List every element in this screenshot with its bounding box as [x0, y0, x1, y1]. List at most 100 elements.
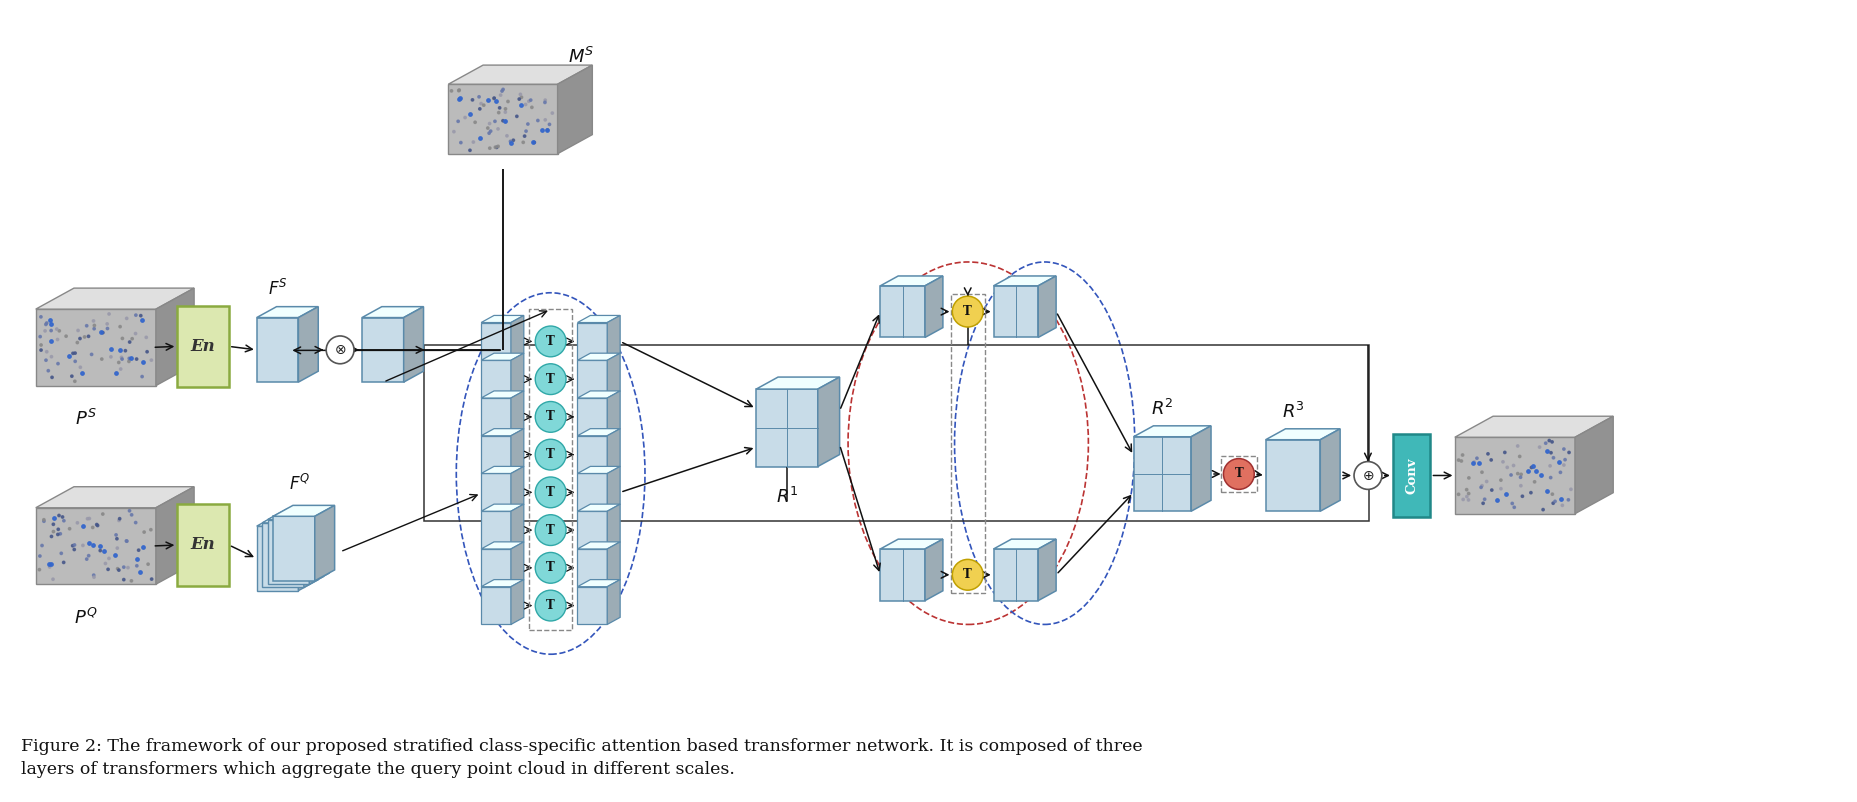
Polygon shape [817, 377, 839, 467]
Polygon shape [880, 539, 943, 549]
Point [54, 522, 84, 535]
Point [520, 136, 550, 149]
Point [134, 557, 163, 570]
Text: $M^S$: $M^S$ [568, 47, 594, 67]
Point [102, 529, 132, 541]
Circle shape [535, 402, 566, 432]
Polygon shape [607, 580, 620, 625]
Point [1521, 464, 1551, 477]
Circle shape [953, 296, 982, 327]
Point [87, 326, 117, 339]
Point [108, 353, 137, 366]
Point [30, 515, 59, 528]
Point [58, 347, 87, 360]
Point [87, 353, 117, 366]
Polygon shape [481, 511, 511, 549]
Polygon shape [1038, 276, 1057, 338]
Point [74, 537, 104, 549]
Polygon shape [1575, 416, 1614, 514]
Polygon shape [557, 65, 592, 154]
Text: T: T [546, 411, 555, 423]
Point [30, 513, 59, 526]
Polygon shape [578, 473, 607, 511]
Polygon shape [578, 315, 620, 322]
Point [33, 364, 63, 377]
Point [24, 563, 54, 576]
Point [505, 99, 535, 112]
Polygon shape [156, 288, 195, 386]
Polygon shape [511, 315, 524, 360]
Point [496, 136, 526, 149]
Point [1519, 476, 1549, 488]
Polygon shape [880, 286, 925, 338]
Polygon shape [481, 353, 524, 360]
Polygon shape [267, 520, 310, 584]
Polygon shape [578, 391, 620, 398]
Polygon shape [481, 391, 524, 398]
Point [1525, 441, 1554, 454]
Point [115, 352, 145, 365]
Point [436, 84, 466, 97]
Point [59, 375, 89, 387]
Polygon shape [607, 467, 620, 511]
Point [39, 518, 69, 531]
Polygon shape [607, 315, 620, 360]
Point [26, 330, 56, 343]
Point [39, 573, 69, 585]
Point [1506, 468, 1536, 480]
Polygon shape [880, 276, 943, 286]
Point [104, 343, 134, 356]
Point [84, 519, 113, 532]
Polygon shape [1038, 539, 1057, 601]
Point [1508, 490, 1538, 503]
Point [1556, 483, 1586, 496]
Point [474, 122, 503, 135]
Polygon shape [607, 428, 620, 473]
Point [123, 353, 152, 366]
Point [474, 127, 503, 140]
Polygon shape [316, 505, 334, 581]
Polygon shape [362, 318, 403, 382]
Point [1448, 448, 1478, 461]
Text: $R^3$: $R^3$ [1281, 402, 1304, 422]
Text: T: T [546, 599, 555, 612]
Point [444, 84, 474, 97]
Point [24, 549, 54, 562]
Polygon shape [481, 473, 511, 511]
Text: Figure 2: The framework of our proposed stratified class-specific attention base: Figure 2: The framework of our proposed … [20, 738, 1142, 778]
Polygon shape [35, 309, 156, 386]
Point [87, 508, 117, 520]
Polygon shape [511, 428, 524, 473]
Point [1443, 488, 1473, 500]
Point [475, 117, 505, 130]
Point [69, 519, 98, 532]
Point [76, 348, 106, 361]
Point [95, 552, 124, 565]
Point [110, 561, 139, 573]
Text: T: T [546, 486, 555, 499]
Point [59, 355, 89, 368]
Point [1469, 492, 1499, 505]
Point [1538, 488, 1567, 500]
Point [1502, 439, 1532, 452]
Point [69, 539, 98, 552]
Polygon shape [481, 435, 511, 473]
Point [1463, 457, 1493, 470]
Point [89, 545, 119, 557]
Point [63, 336, 93, 349]
Point [455, 144, 485, 156]
Point [1476, 484, 1506, 496]
Point [1499, 459, 1528, 472]
Point [80, 571, 110, 584]
Point [1539, 452, 1569, 464]
Polygon shape [578, 360, 607, 398]
Point [121, 327, 150, 340]
Point [93, 318, 123, 330]
Point [97, 342, 126, 355]
Polygon shape [35, 508, 156, 584]
Point [35, 561, 65, 573]
Point [37, 371, 67, 383]
Point [72, 319, 102, 332]
Polygon shape [578, 467, 620, 473]
Point [1536, 447, 1565, 460]
